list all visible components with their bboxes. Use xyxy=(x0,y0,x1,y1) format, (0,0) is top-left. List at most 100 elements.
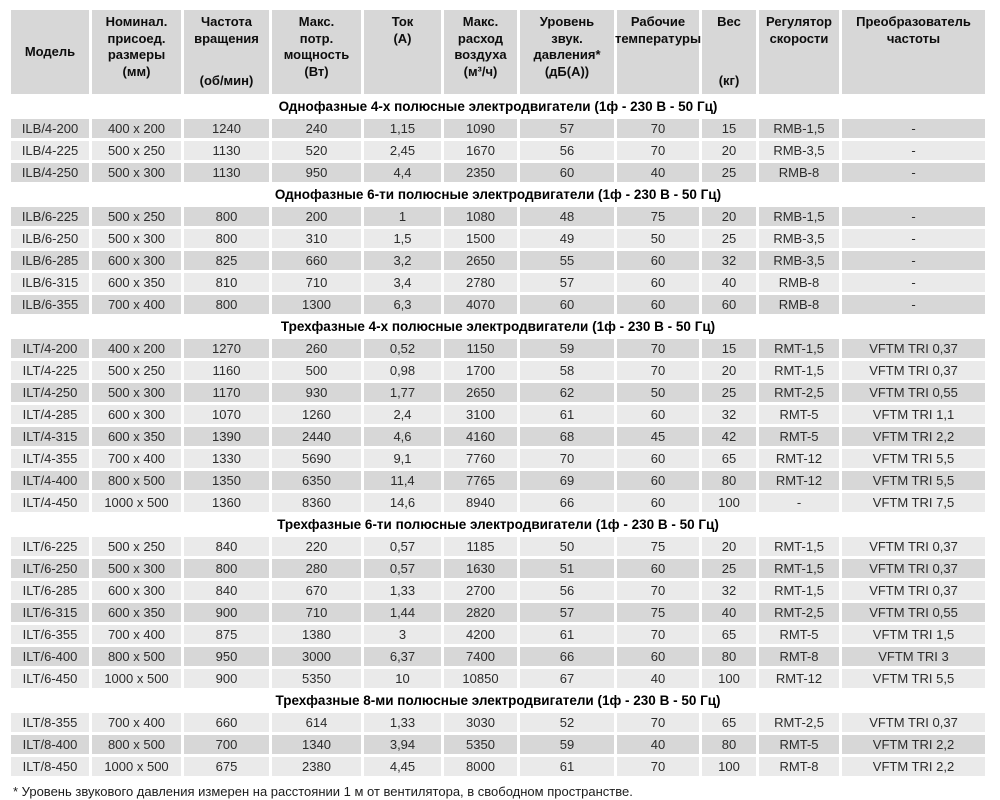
cell-weight: 100 xyxy=(702,757,756,776)
cell-weight: 20 xyxy=(702,361,756,380)
motor-spec-table: Модель Номинал. присоед. размеры (мм) Част… xyxy=(8,7,988,779)
cell-weight: 15 xyxy=(702,119,756,138)
cell-model: ILB/4-250 xyxy=(11,163,89,182)
cell-rpm: 1070 xyxy=(184,405,269,424)
table-row: ILT/4-355 700 x 400 1330 5690 9,1 7760 70 60 65 R… xyxy=(11,449,985,468)
cell-dimensions: 500 x 300 xyxy=(92,559,181,578)
cell-power: 1260 xyxy=(272,405,361,424)
cell-model: ILT/4-315 xyxy=(11,427,89,446)
cell-noise: 59 xyxy=(520,735,614,754)
cell-weight: 32 xyxy=(702,405,756,424)
cell-converter: - xyxy=(842,207,985,226)
cell-airflow: 1150 xyxy=(444,339,517,358)
cell-weight: 42 xyxy=(702,427,756,446)
cell-rpm: 1170 xyxy=(184,383,269,402)
cell-model: ILB/6-355 xyxy=(11,295,89,314)
cell-power: 670 xyxy=(272,581,361,600)
cell-weight: 32 xyxy=(702,251,756,270)
cell-temperature: 50 xyxy=(617,383,699,402)
cell-power: 1340 xyxy=(272,735,361,754)
cell-dimensions: 400 x 200 xyxy=(92,339,181,358)
cell-power: 200 xyxy=(272,207,361,226)
column-header-content: Макс. расход воздуха (м³/ч) xyxy=(446,14,515,90)
column-header-content: Рабочие температуры xyxy=(615,14,701,90)
cell-rpm: 700 xyxy=(184,735,269,754)
cell-power: 8360 xyxy=(272,493,361,512)
cell-converter: VFTM TRI 0,37 xyxy=(842,581,985,600)
cell-weight: 40 xyxy=(702,603,756,622)
cell-airflow: 2650 xyxy=(444,383,517,402)
column-header-label: Макс. расход воздуха (м³/ч) xyxy=(454,14,507,79)
cell-airflow: 2820 xyxy=(444,603,517,622)
cell-noise: 70 xyxy=(520,449,614,468)
table-row: ILT/6-315 600 x 350 900 710 1,44 2820 57 75 40 RM… xyxy=(11,603,985,622)
column-header-content: Макс. потр. мощность (Вт) xyxy=(274,14,359,90)
cell-converter: - xyxy=(842,273,985,292)
cell-model: ILT/6-355 xyxy=(11,625,89,644)
cell-airflow: 2780 xyxy=(444,273,517,292)
cell-current: 1 xyxy=(364,207,441,226)
cell-noise: 51 xyxy=(520,559,614,578)
cell-converter: VFTM TRI 2,2 xyxy=(842,735,985,754)
cell-current: 6,37 xyxy=(364,647,441,666)
cell-rpm: 900 xyxy=(184,603,269,622)
cell-regulator: RMB-3,5 xyxy=(759,251,839,270)
cell-weight: 15 xyxy=(702,339,756,358)
cell-regulator: RMT-8 xyxy=(759,757,839,776)
cell-regulator: RMB-3,5 xyxy=(759,229,839,248)
cell-model: ILT/4-225 xyxy=(11,361,89,380)
cell-temperature: 70 xyxy=(617,713,699,732)
cell-current: 0,52 xyxy=(364,339,441,358)
cell-temperature: 70 xyxy=(617,581,699,600)
cell-dimensions: 700 x 400 xyxy=(92,713,181,732)
cell-current: 0,98 xyxy=(364,361,441,380)
cell-regulator: RMB-1,5 xyxy=(759,119,839,138)
cell-weight: 65 xyxy=(702,449,756,468)
cell-current: 1,33 xyxy=(364,581,441,600)
sound-pressure-footnote: * Уровень звукового давления измерен на … xyxy=(13,784,633,799)
cell-airflow: 10850 xyxy=(444,669,517,688)
cell-regulator: RMT-1,5 xyxy=(759,581,839,600)
cell-converter: VFTM TRI 1,1 xyxy=(842,405,985,424)
cell-regulator: RMT-1,5 xyxy=(759,537,839,556)
section-title: Однофазные 6-ти полюсные электродвигател… xyxy=(11,185,985,204)
cell-weight: 20 xyxy=(702,207,756,226)
table-row: ILT/8-400 800 x 500 700 1340 3,94 5350 59 40 80 R… xyxy=(11,735,985,754)
cell-converter: VFTM TRI 0,37 xyxy=(842,361,985,380)
cell-airflow: 2650 xyxy=(444,251,517,270)
cell-temperature: 40 xyxy=(617,669,699,688)
column-header-unit: (кг) xyxy=(718,73,740,89)
cell-airflow: 7760 xyxy=(444,449,517,468)
cell-power: 260 xyxy=(272,339,361,358)
column-header-label: Регулятор скорости xyxy=(766,14,832,46)
cell-model: ILT/4-450 xyxy=(11,493,89,512)
cell-temperature: 60 xyxy=(617,251,699,270)
column-header-unit: (об/мин) xyxy=(199,73,254,89)
cell-regulator: RMT-1,5 xyxy=(759,559,839,578)
cell-rpm: 1240 xyxy=(184,119,269,138)
column-header-content: Регулятор скорости xyxy=(761,14,837,90)
cell-model: ILT/4-285 xyxy=(11,405,89,424)
cell-dimensions: 800 x 500 xyxy=(92,647,181,666)
cell-model: ILB/6-225 xyxy=(11,207,89,226)
cell-dimensions: 600 x 300 xyxy=(92,251,181,270)
cell-airflow: 8000 xyxy=(444,757,517,776)
cell-airflow: 7400 xyxy=(444,647,517,666)
cell-rpm: 825 xyxy=(184,251,269,270)
cell-current: 1,33 xyxy=(364,713,441,732)
table-row: ILT/4-285 600 x 300 1070 1260 2,4 3100 61 60 32 R… xyxy=(11,405,985,424)
cell-weight: 100 xyxy=(702,669,756,688)
cell-airflow: 4160 xyxy=(444,427,517,446)
cell-power: 5350 xyxy=(272,669,361,688)
table-row: ILT/8-355 700 x 400 660 614 1,33 3030 52 70 65 RM… xyxy=(11,713,985,732)
section-title: Трехфазные 6-ти полюсные электродвигател… xyxy=(11,515,985,534)
cell-airflow: 4200 xyxy=(444,625,517,644)
cell-noise: 60 xyxy=(520,295,614,314)
cell-regulator: RMT-2,5 xyxy=(759,603,839,622)
section-title: Однофазные 4-х полюсные электродвигатели… xyxy=(11,97,985,116)
cell-dimensions: 600 x 300 xyxy=(92,405,181,424)
cell-power: 520 xyxy=(272,141,361,160)
cell-power: 3000 xyxy=(272,647,361,666)
cell-converter: - xyxy=(842,229,985,248)
